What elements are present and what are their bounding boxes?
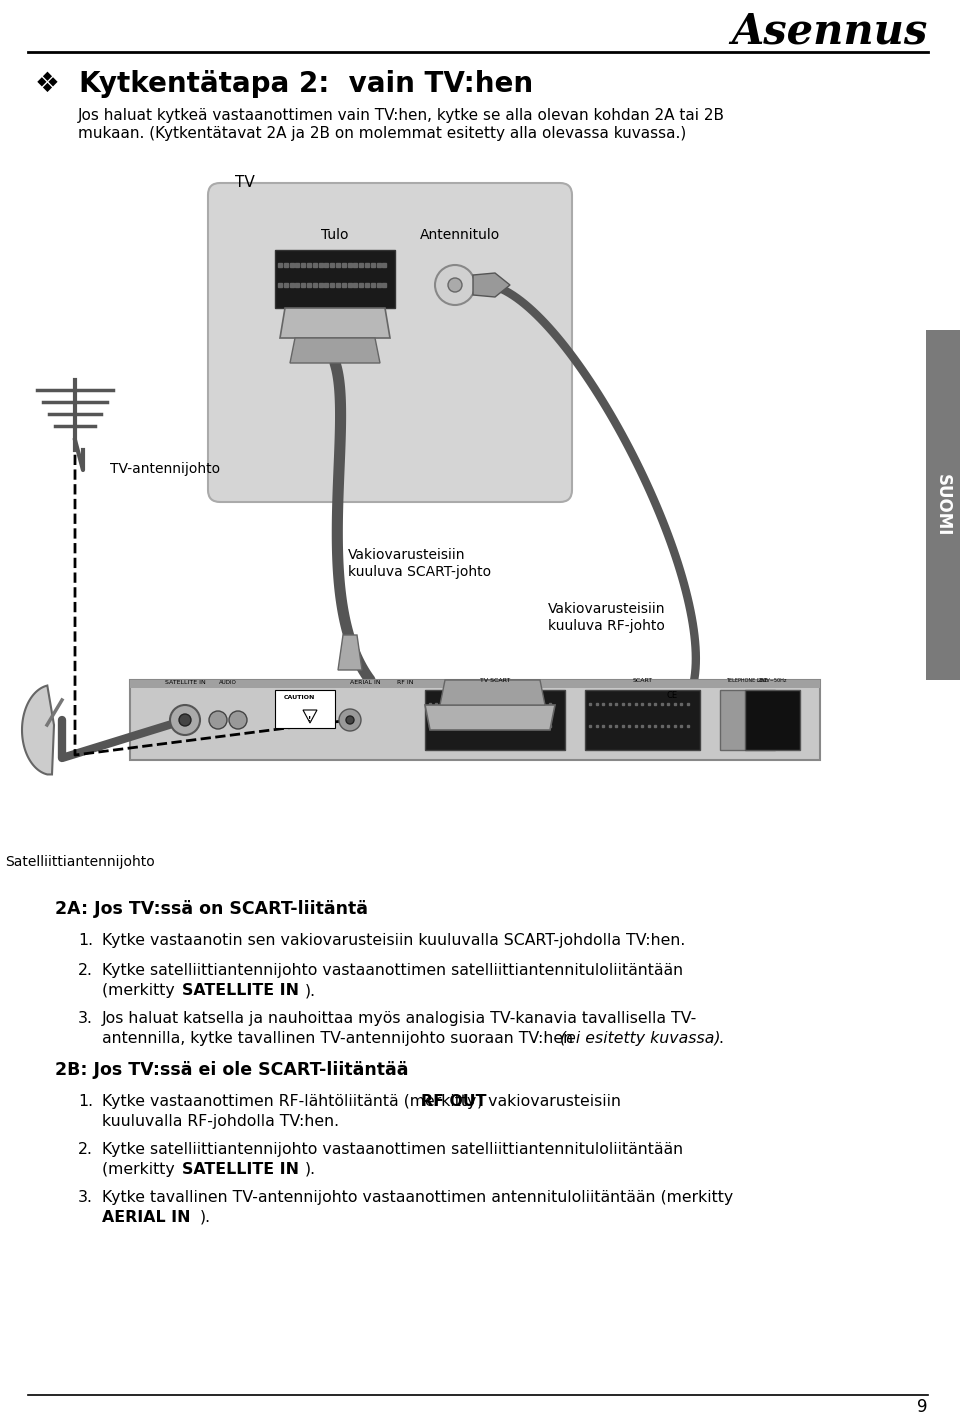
Text: Kytke satelliittiantennijohto vastaanottimen satelliittiantennituloliitäntään: Kytke satelliittiantennijohto vastaanott… <box>102 964 684 978</box>
Text: TV-antennijohto: TV-antennijohto <box>110 463 220 475</box>
Circle shape <box>346 716 354 724</box>
Bar <box>585 691 700 750</box>
Text: AERIAL IN: AERIAL IN <box>349 681 380 685</box>
Circle shape <box>448 277 462 291</box>
Text: 2B: Jos TV:ssä ei ole SCART-liitäntää: 2B: Jos TV:ssä ei ole SCART-liitäntää <box>55 1061 409 1080</box>
Polygon shape <box>425 705 555 730</box>
Text: 2.: 2. <box>78 1142 93 1157</box>
Text: kuuluvalla RF-johdolla TV:hen.: kuuluvalla RF-johdolla TV:hen. <box>102 1114 339 1129</box>
Text: (ei esitetty kuvassa): (ei esitetty kuvassa) <box>560 1032 721 1046</box>
Polygon shape <box>22 685 54 774</box>
Text: SATELLITE IN: SATELLITE IN <box>164 681 205 685</box>
Text: Vakiovarusteisiin
kuuluva RF-johto: Vakiovarusteisiin kuuluva RF-johto <box>548 601 665 634</box>
Bar <box>720 691 775 750</box>
Text: Kytke vastaanotin sen vakiovarusteisiin kuuluvalla SCART-johdolla TV:hen.: Kytke vastaanotin sen vakiovarusteisiin … <box>102 932 685 948</box>
Text: Kytke vastaanottimen RF-lähtöliitäntä (merkitty: Kytke vastaanottimen RF-lähtöliitäntä (m… <box>102 1094 481 1109</box>
Text: TELEPHONE LINE: TELEPHONE LINE <box>726 678 768 683</box>
Text: !: ! <box>308 716 312 722</box>
Text: ❖  Kytkentätapa 2:  vain TV:hen: ❖ Kytkentätapa 2: vain TV:hen <box>35 69 533 98</box>
Text: Jos haluat katsella ja nauhoittaa myös analogisia TV-kanavia tavallisella TV-: Jos haluat katsella ja nauhoittaa myös a… <box>102 1010 697 1026</box>
Bar <box>275 250 395 308</box>
Bar <box>425 691 565 750</box>
Text: CAUTION: CAUTION <box>283 695 315 700</box>
Text: SCART: SCART <box>633 678 653 683</box>
Text: .: . <box>718 1032 723 1046</box>
Circle shape <box>179 715 191 726</box>
Circle shape <box>170 705 200 734</box>
Text: TV SCART: TV SCART <box>480 678 510 683</box>
Text: AUDIO: AUDIO <box>219 681 237 685</box>
Text: SATELLITE IN: SATELLITE IN <box>182 983 299 998</box>
Text: antennilla, kytke tavallinen TV-antennijohto suoraan TV:hen: antennilla, kytke tavallinen TV-antennij… <box>102 1032 578 1046</box>
Bar <box>745 691 800 750</box>
Text: Satelliittiantennijohto: Satelliittiantennijohto <box>5 855 155 869</box>
Text: RF OUT: RF OUT <box>421 1094 487 1109</box>
Text: 2A: Jos TV:ssä on SCART-liitäntä: 2A: Jos TV:ssä on SCART-liitäntä <box>55 900 368 918</box>
Text: Asennus: Asennus <box>732 10 928 52</box>
Text: SATELLITE IN: SATELLITE IN <box>182 1162 299 1177</box>
Text: Antennitulo: Antennitulo <box>420 228 500 242</box>
Text: 230V~50Hz: 230V~50Hz <box>757 678 787 683</box>
Text: Kytke tavallinen TV-antennijohto vastaanottimen antennituloliitäntään (merkitty: Kytke tavallinen TV-antennijohto vastaan… <box>102 1190 733 1206</box>
Polygon shape <box>473 273 510 297</box>
Polygon shape <box>303 710 317 723</box>
Text: ) vakiovarusteisiin: ) vakiovarusteisiin <box>477 1094 621 1109</box>
Text: TV: TV <box>235 175 254 190</box>
Text: 1.: 1. <box>78 932 93 948</box>
Text: Jos haluat kytkeä vastaanottimen vain TV:hen, kytke se alla olevan kohdan 2A tai: Jos haluat kytkeä vastaanottimen vain TV… <box>78 108 725 123</box>
Text: 3.: 3. <box>78 1010 93 1026</box>
Text: ).: ). <box>200 1210 211 1225</box>
Bar <box>130 681 820 688</box>
Circle shape <box>339 709 361 732</box>
Text: 2.: 2. <box>78 964 93 978</box>
Circle shape <box>209 710 227 729</box>
Text: Tulo: Tulo <box>322 228 348 242</box>
Polygon shape <box>280 308 390 338</box>
Text: Kytke satelliittiantennijohto vastaanottimen satelliittiantennituloliitäntään: Kytke satelliittiantennijohto vastaanott… <box>102 1142 684 1157</box>
Bar <box>130 681 820 760</box>
Text: RF IN: RF IN <box>396 681 413 685</box>
Polygon shape <box>440 681 545 705</box>
Text: ).: ). <box>305 1162 316 1177</box>
Text: CE: CE <box>666 691 678 699</box>
Text: 1.: 1. <box>78 1094 93 1109</box>
Text: mukaan. (Kytkentätavat 2A ja 2B on molemmat esitetty alla olevassa kuvassa.): mukaan. (Kytkentätavat 2A ja 2B on molem… <box>78 126 686 142</box>
Polygon shape <box>290 338 380 364</box>
Text: AERIAL IN: AERIAL IN <box>102 1210 190 1225</box>
Bar <box>926 330 960 681</box>
Text: SUOMI: SUOMI <box>934 474 952 536</box>
Text: ).: ). <box>305 983 316 998</box>
FancyBboxPatch shape <box>208 183 572 502</box>
Text: 9: 9 <box>918 1398 928 1415</box>
Bar <box>275 691 335 727</box>
Polygon shape <box>338 635 362 669</box>
Circle shape <box>435 265 475 306</box>
Text: (merkitty: (merkitty <box>102 1162 180 1177</box>
Circle shape <box>229 710 247 729</box>
Text: (merkitty: (merkitty <box>102 983 180 998</box>
Text: Vakiovarusteisiin
kuuluva SCART-johto: Vakiovarusteisiin kuuluva SCART-johto <box>348 548 492 579</box>
Text: 3.: 3. <box>78 1190 93 1206</box>
